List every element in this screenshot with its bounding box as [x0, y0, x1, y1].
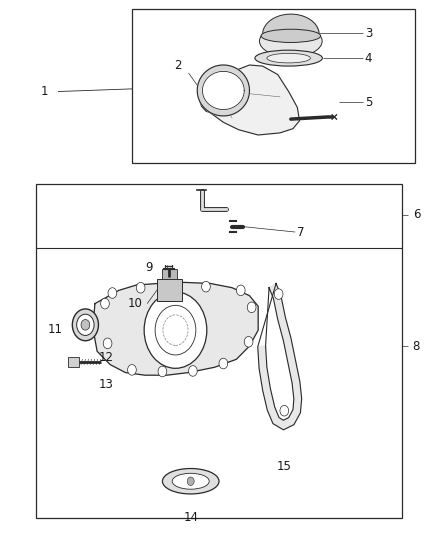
Ellipse shape [259, 25, 322, 57]
Bar [162, 269, 177, 279]
Circle shape [81, 319, 90, 330]
Bar [132, 10, 415, 163]
Circle shape [201, 281, 210, 292]
Text: 5: 5 [365, 95, 372, 109]
Ellipse shape [162, 469, 219, 494]
Ellipse shape [267, 53, 311, 63]
Bar [36, 184, 402, 519]
Circle shape [144, 292, 207, 368]
Text: 15: 15 [277, 460, 292, 473]
Text: 8: 8 [413, 340, 420, 352]
Circle shape [171, 280, 180, 291]
Polygon shape [197, 65, 250, 116]
Polygon shape [199, 65, 300, 135]
Circle shape [280, 406, 289, 416]
Circle shape [72, 309, 99, 341]
Text: 7: 7 [297, 225, 305, 239]
Text: 11: 11 [47, 322, 62, 336]
Circle shape [274, 289, 283, 300]
Ellipse shape [172, 473, 209, 489]
Circle shape [219, 358, 228, 369]
Text: 4: 4 [365, 52, 372, 64]
Text: 2: 2 [174, 59, 182, 71]
Polygon shape [202, 71, 244, 110]
Circle shape [127, 365, 136, 375]
Circle shape [101, 298, 110, 309]
Circle shape [103, 338, 112, 349]
Text: 1: 1 [41, 85, 49, 98]
Text: 6: 6 [413, 208, 420, 221]
Text: 12: 12 [99, 351, 113, 364]
Text: 13: 13 [99, 378, 113, 391]
Circle shape [158, 366, 167, 377]
Polygon shape [258, 284, 302, 430]
Polygon shape [93, 282, 258, 375]
Bar [157, 279, 183, 301]
Circle shape [187, 477, 194, 486]
Ellipse shape [255, 50, 322, 66]
Ellipse shape [261, 29, 321, 43]
Bar [68, 357, 79, 367]
Circle shape [136, 282, 145, 293]
Circle shape [188, 366, 197, 376]
Text: 14: 14 [183, 511, 198, 524]
Text: 9: 9 [145, 261, 153, 274]
Circle shape [237, 285, 245, 296]
Text: 3: 3 [365, 27, 372, 39]
Circle shape [77, 314, 94, 335]
Circle shape [244, 336, 253, 347]
Text: 10: 10 [128, 297, 143, 310]
Circle shape [247, 302, 256, 313]
Circle shape [108, 288, 117, 298]
